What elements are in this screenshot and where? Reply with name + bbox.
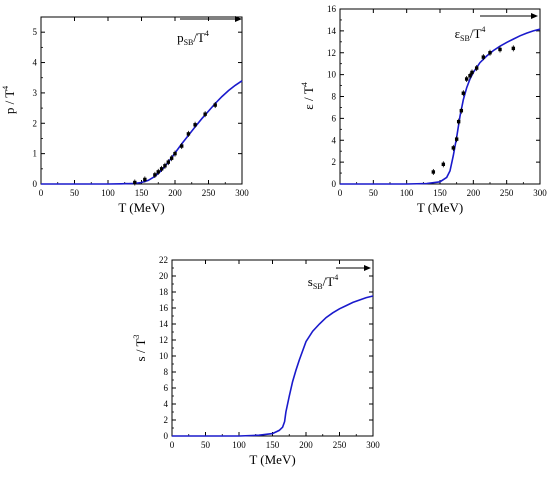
data-point [163,164,167,168]
data-point [156,170,160,174]
plot-frame [40,16,243,185]
plot-frame [339,8,541,185]
y-tick-label: 6 [332,113,337,123]
y-tick-label: 4 [33,58,38,68]
y-tick-label: 6 [164,383,169,393]
y-tick-label: 14 [327,26,337,36]
x-tick-label: 250 [333,440,347,450]
series-line [41,80,243,185]
data-point [153,173,157,177]
y-axis-label: p / T4 [1,86,17,114]
data-point [451,146,456,150]
data-point [464,77,469,81]
y-axis-label: s / T3 [132,335,148,362]
series-line [172,295,374,437]
x-tick-label: 0 [338,188,343,198]
data-point [166,160,170,164]
sb-limit-label: sSB/T4 [308,273,338,291]
y-tick-label: 5 [33,27,38,37]
data-point [133,180,137,185]
data-point [441,162,446,167]
y-tick-label: 22 [159,255,168,265]
data-point [468,74,472,78]
y-tick-label: 4 [332,135,337,145]
data-point [143,177,147,182]
y-tick-label: 8 [164,367,169,377]
x-axis-label: T (MeV) [417,200,463,215]
data-point [454,137,459,141]
y-tick-label: 20 [159,271,169,281]
x-tick-label: 0 [170,440,175,450]
x-tick-label: 100 [232,440,246,450]
chart-entropy: 0 50 100 150 200 250 300 0 2 4 6 8 10 12 14 16 18 20 22 T (… [132,255,380,467]
y-tick-label: 2 [33,118,38,128]
y-tick-label: 16 [327,4,337,14]
sb-limit-label: pSB/T4 [177,29,209,47]
x-tick-label: 250 [202,188,216,198]
data-point [203,112,207,116]
series-line [340,28,541,185]
data-point [461,91,466,95]
x-tick-label: 200 [467,188,481,198]
sb-arrow-head [531,13,538,19]
y-tick-label: 2 [164,415,169,425]
data-point [488,51,492,55]
y-tick-label: 10 [159,351,169,361]
x-tick-label: 250 [500,188,514,198]
x-tick-label: 50 [70,188,80,198]
data-point [431,170,436,174]
data-point [456,119,461,124]
x-tick-label: 50 [369,188,379,198]
x-tick-label: 150 [135,188,149,198]
x-tick-label: 0 [39,188,44,198]
y-tick-label: 0 [164,431,169,441]
y-tick-label: 0 [33,179,38,189]
x-axis-label: T (MeV) [118,200,164,215]
y-tick-label: 0 [332,179,337,189]
x-tick-label: 200 [168,188,182,198]
data-point [169,156,174,160]
y-tick-label: 12 [159,335,168,345]
sb-arrow-head [235,16,242,22]
y-tick-label: 18 [159,287,169,297]
x-tick-label: 50 [201,440,211,450]
y-tick-label: 3 [33,88,38,98]
y-tick-label: 16 [159,303,169,313]
sb-arrow-head [364,265,371,271]
x-tick-label: 300 [533,188,547,198]
sb-limit-label: εSB/T4 [455,25,486,43]
y-tick-label: 12 [327,48,336,58]
data-point [470,70,474,75]
x-tick-label: 100 [400,188,414,198]
data-point [213,103,217,107]
x-tick-label: 200 [299,440,313,450]
data-point [481,55,486,59]
data-point [498,47,502,52]
x-tick-label: 300 [235,188,249,198]
y-axis-label: ε / T4 [300,82,316,110]
data-point [511,46,516,51]
y-tick-label: 1 [33,149,38,159]
chart-energy-density: 0 50 100 150 200 250 300 0 2 4 6 8 10 12 14 16 T (MeV) ε … [300,4,547,215]
data-point [459,109,464,113]
data-point [186,132,191,136]
y-tick-label: 10 [327,70,337,80]
x-axis-label: T (MeV) [249,452,295,467]
plot-frame [171,259,374,437]
y-tick-label: 14 [159,319,169,329]
x-tick-label: 300 [366,440,380,450]
chart-pressure: 0 50 100 150 200 250 300 0 1 2 3 4 5 T (MeV) p / T4 pSB… [1,16,249,215]
y-tick-label: 4 [164,399,169,409]
x-tick-label: 150 [266,440,280,450]
x-tick-label: 150 [433,188,447,198]
data-point [474,66,479,70]
data-point [193,123,197,127]
data-point [159,167,164,171]
data-point [173,151,177,156]
data-point [180,144,184,148]
y-tick-label: 8 [332,92,337,102]
x-tick-label: 100 [101,188,115,198]
y-tick-label: 2 [332,157,337,167]
